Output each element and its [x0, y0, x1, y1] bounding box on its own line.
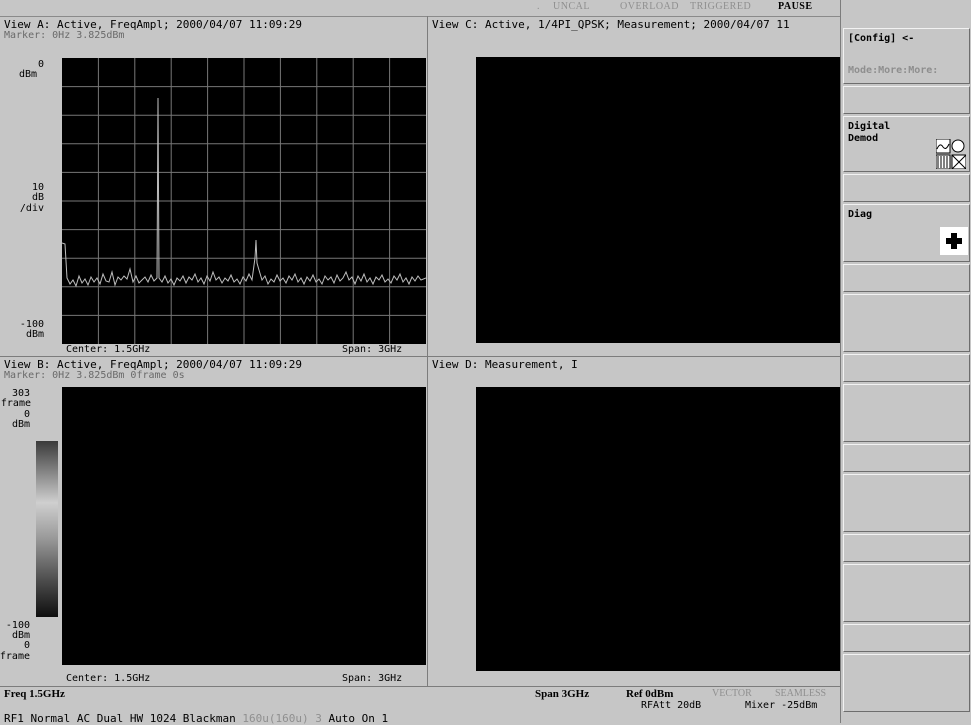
- softkey-blank-9[interactable]: [843, 534, 970, 562]
- acquisition-bar: RF1 Normal AC Dual HW 1024 Blackman 160u…: [0, 700, 840, 725]
- softkey-blank-10[interactable]: [843, 564, 970, 622]
- view-a-ytop-unit: dBm: [18, 69, 37, 80]
- softkey-diag[interactable]: Diag: [843, 204, 970, 262]
- acq-settings: RF1 Normal AC Dual HW 1024 Blackman 160u…: [4, 712, 388, 725]
- vector-indicator: VECTOR: [712, 688, 752, 699]
- ref-readout[interactable]: Ref 0dBm: [626, 688, 674, 700]
- view-d[interactable]: View D: Measurement, I: [428, 357, 840, 686]
- view-b-center: Center: 1.5GHz: [66, 673, 151, 684]
- view-b-spectrogram-plot[interactable]: [62, 387, 426, 665]
- view-a-ymid-2: dB: [31, 192, 44, 203]
- status-overload: OVERLOAD: [620, 1, 679, 12]
- view-b-marker: Marker: 0Hz 3.825dBm 0frame 0s: [4, 370, 185, 381]
- seamless-indicator: SEAMLESS: [775, 688, 827, 699]
- view-divider-horizontal: [0, 356, 840, 357]
- view-b-title: View B: Active, FreqAmpl; 2000/04/07 11:…: [4, 358, 303, 371]
- view-a-ytop: 0: [37, 59, 44, 70]
- setting-bar: Freq 1.5GHz Span 3GHz Ref 0dBm VECTOR SE…: [0, 686, 840, 711]
- softkey-blank-8[interactable]: [843, 474, 970, 532]
- view-b-ybot2: 0: [23, 640, 30, 651]
- view-b-ytop: 303: [11, 388, 30, 399]
- view-a-ybot-unit: dBm: [25, 329, 44, 340]
- view-b-ytop-unit: frame: [0, 398, 31, 409]
- status-dot: .: [537, 1, 540, 12]
- view-d-title: View D: Measurement, I: [432, 358, 578, 371]
- view-a-title: View A: Active, FreqAmpl; 2000/04/07 11:…: [4, 18, 303, 31]
- view-b-ybot: -100: [5, 620, 30, 631]
- softkey-panel: [Config] <- Mode:More:More: Digital Demo…: [840, 0, 971, 723]
- view-b-span: Span: 3GHz: [342, 673, 403, 684]
- colorbar: [36, 441, 58, 617]
- view-b-ybot2-unit: frame: [0, 651, 30, 662]
- acq-settings-time: 160u(160u): [242, 712, 309, 725]
- softkey-blank-6[interactable]: [843, 384, 970, 442]
- softkey-blank-7[interactable]: [843, 444, 970, 472]
- view-a-ymid-3: /div: [19, 203, 44, 214]
- softkey-blank-3[interactable]: [843, 264, 970, 292]
- softkey-blank-4[interactable]: [843, 294, 970, 352]
- span-readout[interactable]: Span 3GHz: [535, 688, 590, 700]
- status-pause: PAUSE: [778, 1, 813, 12]
- softkey-config-label: [Config] <-: [848, 33, 915, 44]
- status-triggered: TRIGGERED: [690, 1, 752, 12]
- view-a-ymid-1: 10: [31, 182, 44, 193]
- plus-icon: [940, 227, 968, 255]
- acq-settings-auto: Auto On 1: [328, 712, 389, 725]
- softkey-blank-12[interactable]: [843, 654, 970, 712]
- status-bar: . UNCAL OVERLOAD TRIGGERED PAUSE: [0, 0, 840, 17]
- softkey-diag-label: Diag: [848, 209, 873, 220]
- status-uncal: UNCAL: [553, 1, 590, 12]
- softkey-blank-5[interactable]: [843, 354, 970, 382]
- view-a-center: Center: 1.5GHz: [66, 344, 151, 355]
- view-b-ytop2-unit: dBm: [11, 419, 30, 430]
- view-a-ybot: -100: [19, 319, 44, 330]
- mixer-readout: Mixer -25dBm: [745, 700, 818, 711]
- view-a-spectrum-plot[interactable]: [62, 58, 426, 344]
- acq-settings-main: RF1 Normal AC Dual HW 1024 Blackman: [4, 712, 243, 725]
- freq-readout[interactable]: Freq 1.5GHz: [4, 688, 65, 700]
- view-a[interactable]: View A: Active, FreqAmpl; 2000/04/07 11:…: [0, 17, 427, 356]
- view-c-title: View C: Active, 1/4PI_QPSK; Measurement;…: [432, 18, 790, 31]
- acq-settings-avg: 3: [308, 712, 329, 725]
- softkey-mode-path: Mode:More:More:: [848, 65, 939, 76]
- softkey-blank-1[interactable]: [843, 86, 970, 114]
- view-c[interactable]: View C: Active, 1/4PI_QPSK; Measurement;…: [428, 17, 840, 356]
- view-a-span: Span: 3GHz: [342, 344, 403, 355]
- view-b-ytop2: 0: [23, 409, 30, 420]
- softkey-config[interactable]: [Config] <- Mode:More:More:: [843, 28, 970, 84]
- softkey-digital-demod[interactable]: Digital Demod: [843, 116, 970, 172]
- rfatt-readout: RFAtt 20dB: [641, 700, 702, 711]
- softkey-blank-2[interactable]: [843, 174, 970, 202]
- view-b-ybot-unit: dBm: [11, 630, 30, 641]
- view-d-plot[interactable]: [476, 387, 840, 671]
- softkey-digital-demod-label: Digital Demod: [848, 121, 891, 144]
- view-b[interactable]: View B: Active, FreqAmpl; 2000/04/07 11:…: [0, 357, 427, 686]
- view-c-plot[interactable]: [476, 57, 840, 343]
- view-a-marker: Marker: 0Hz 3.825dBm: [4, 30, 125, 41]
- digital-demod-icon: [936, 139, 966, 169]
- view-divider-vertical: [427, 16, 428, 686]
- softkey-blank-11[interactable]: [843, 624, 970, 652]
